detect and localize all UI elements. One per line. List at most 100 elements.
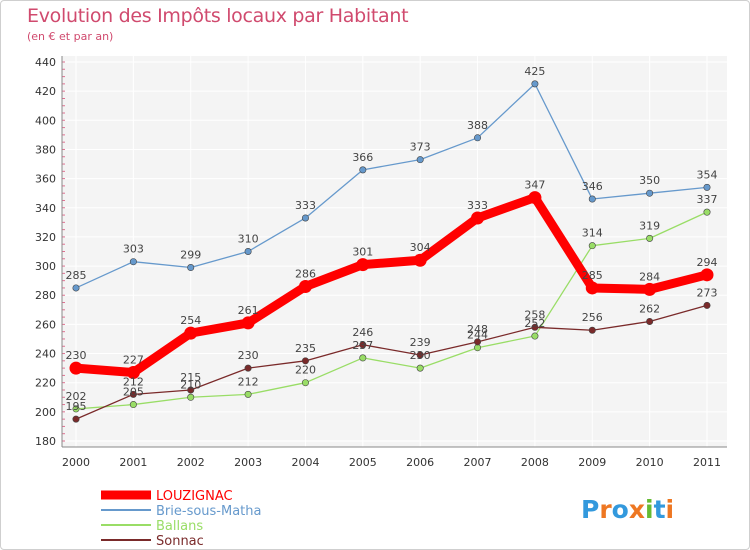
data-point [646, 189, 654, 197]
data-point [531, 80, 539, 88]
data-point [356, 258, 370, 272]
data-point [413, 253, 427, 267]
data-label: 354 [697, 168, 718, 181]
x-tick-label: 2011 [693, 456, 721, 469]
data-point [301, 357, 309, 365]
data-point [588, 195, 596, 203]
data-label: 235 [295, 342, 316, 355]
series-line-LOUZIGNAC [71, 193, 712, 377]
data-label: 273 [697, 286, 718, 299]
data-label: 337 [697, 193, 718, 206]
data-point [301, 214, 309, 222]
x-tick-label: 2005 [349, 456, 377, 469]
data-label: 261 [238, 304, 259, 317]
y-tick-label: 280 [35, 289, 56, 302]
data-point [703, 208, 711, 216]
legend-label: Brie-sous-Matha [156, 504, 261, 519]
data-label: 212 [238, 375, 259, 388]
data-point [471, 211, 485, 225]
y-tick-label: 400 [35, 114, 56, 127]
logo-letter: o [612, 495, 629, 524]
x-tick-label: 2007 [464, 456, 492, 469]
data-label: 230 [410, 349, 431, 362]
data-point [359, 166, 367, 174]
data-label: 244 [467, 329, 488, 342]
data-label: 347 [524, 179, 545, 192]
y-tick-label: 440 [35, 56, 56, 69]
logo-letter: r [599, 495, 612, 524]
y-tick-label: 180 [35, 435, 56, 448]
data-label: 294 [697, 256, 718, 269]
data-point [184, 326, 198, 340]
data-point [129, 258, 137, 266]
y-tick-label: 360 [35, 173, 56, 186]
data-point [187, 386, 195, 394]
data-label: 310 [238, 233, 259, 246]
data-point [646, 234, 654, 242]
data-label: 284 [639, 270, 660, 283]
data-point [703, 301, 711, 309]
data-point [241, 316, 255, 330]
data-label: 425 [524, 65, 545, 78]
data-point [69, 361, 83, 375]
logo-letter: x [629, 495, 645, 524]
x-tick-label: 2006 [406, 456, 434, 469]
data-label: 239 [410, 336, 431, 349]
data-label: 212 [123, 375, 144, 388]
data-point [187, 264, 195, 272]
data-label: 366 [352, 151, 373, 164]
data-label: 248 [467, 323, 488, 336]
chart-subtitle: (en € et par an) [27, 30, 114, 43]
data-label: 210 [180, 378, 201, 391]
y-tick-label: 260 [35, 318, 56, 331]
data-point [531, 332, 539, 340]
x-tick-label: 2000 [62, 456, 90, 469]
data-point [129, 401, 137, 409]
data-label: 319 [639, 219, 660, 232]
series-line-Sonnac [75, 304, 708, 420]
data-label: 346 [582, 180, 603, 193]
legend-label: Ballans [156, 519, 203, 534]
data-label: 205 [123, 386, 144, 399]
data-point [703, 183, 711, 191]
series-line-Brie-sous-Matha [75, 83, 708, 289]
data-label: 373 [410, 141, 431, 154]
chart-title: Evolution des Impôts locaux par Habitant [27, 5, 409, 27]
legend-label: LOUZIGNAC [156, 489, 233, 504]
data-label: 314 [582, 227, 603, 240]
y-tick-label: 380 [35, 143, 56, 156]
data-label: 301 [352, 246, 373, 259]
y-tick-label: 420 [35, 85, 56, 98]
data-label: 299 [180, 249, 201, 262]
data-point [588, 242, 596, 250]
x-tick-label: 2002 [177, 456, 205, 469]
proxiti-logo: Proxiti [581, 495, 674, 524]
data-point [416, 351, 424, 359]
data-point [416, 156, 424, 164]
data-label: 230 [238, 349, 259, 362]
plot-background [62, 56, 727, 447]
data-point [588, 326, 596, 334]
y-tick-label: 200 [35, 406, 56, 419]
legend-label: Sonnac [156, 534, 204, 549]
data-label: 254 [180, 314, 201, 327]
data-label: 215 [180, 371, 201, 384]
data-point [528, 191, 542, 205]
data-label: 258 [524, 308, 545, 321]
data-label: 246 [352, 326, 373, 339]
data-label: 333 [295, 199, 316, 212]
data-label: 230 [66, 349, 87, 362]
data-point [359, 341, 367, 349]
data-label: 262 [639, 302, 660, 315]
data-point [244, 390, 252, 398]
data-label: 237 [352, 339, 373, 352]
logo-letter: i [645, 495, 654, 524]
data-point [72, 405, 80, 413]
x-tick-label: 2003 [234, 456, 262, 469]
data-point [301, 379, 309, 387]
data-point [244, 248, 252, 256]
data-point [298, 279, 312, 293]
data-label: 227 [123, 353, 144, 366]
data-label: 286 [295, 267, 316, 280]
